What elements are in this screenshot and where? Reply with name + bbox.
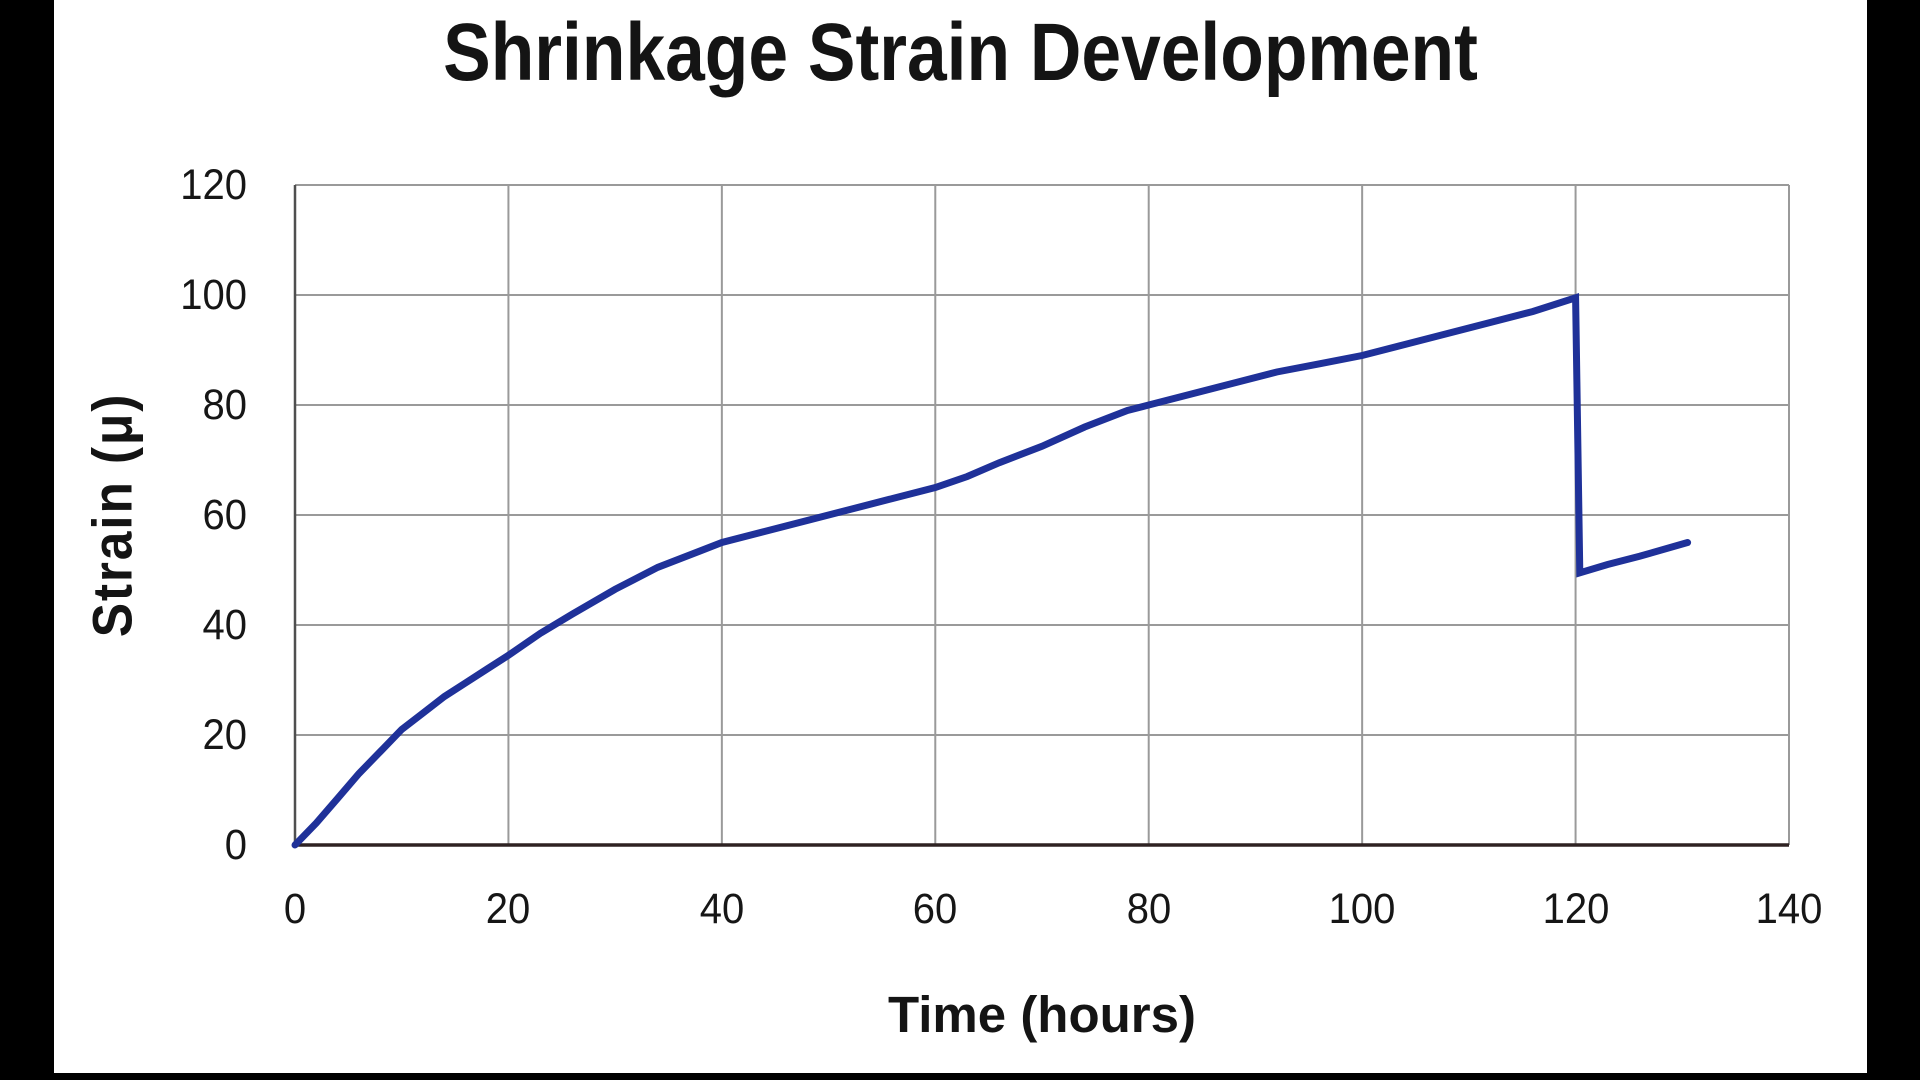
- x-axis-title: Time (hours): [888, 986, 1196, 1043]
- x-tick-label: 120: [1542, 885, 1609, 933]
- x-tick-label: 100: [1328, 885, 1396, 933]
- x-tick-label: 20: [486, 885, 531, 933]
- y-tick-label: 40: [202, 601, 247, 649]
- grid-lines: [295, 184, 1790, 845]
- chart-title: Shrinkage Strain Development: [443, 7, 1478, 98]
- x-tick-label: 0: [283, 885, 307, 933]
- x-tick-label: 40: [699, 885, 745, 933]
- x-tick-label: 80: [1126, 885, 1171, 933]
- x-tick-label: 60: [913, 885, 958, 933]
- y-tick-label: 80: [202, 381, 247, 429]
- plot-svg: [291, 184, 1790, 849]
- x-tick-label: 140: [1755, 885, 1823, 933]
- strain-series-line: [291, 293, 1692, 849]
- y-tick-label: 100: [180, 271, 247, 319]
- y-tick-label: 60: [202, 491, 247, 539]
- y-tick-label: 120: [180, 161, 247, 209]
- y-tick-label: 20: [202, 711, 247, 759]
- y-tick-label: 0: [224, 821, 247, 869]
- chart-canvas: Shrinkage Strain Development Strain (μ) …: [54, 0, 1867, 1073]
